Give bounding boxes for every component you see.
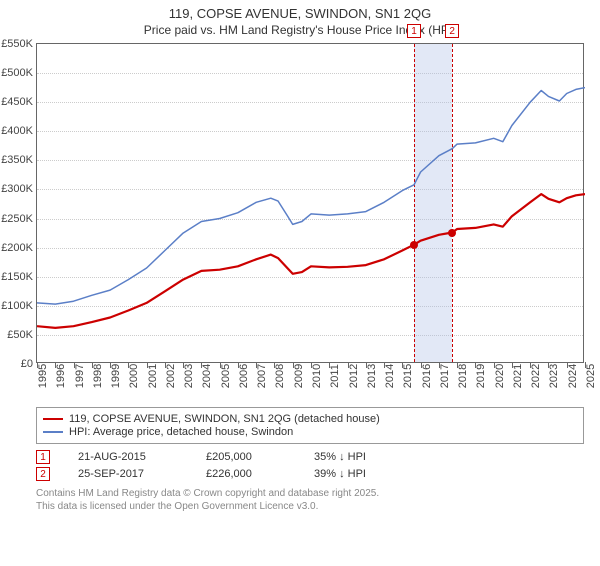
legend-row: 119, COPSE AVENUE, SWINDON, SN1 2QG (det… xyxy=(43,413,577,425)
footer-line2: This data is licensed under the Open Gov… xyxy=(36,500,600,513)
x-axis-label: 2015 xyxy=(402,364,414,388)
x-axis-label: 2003 xyxy=(183,364,195,388)
x-axis-label: 2008 xyxy=(274,364,286,388)
x-axis-label: 1995 xyxy=(37,364,49,388)
x-axis-label: 2018 xyxy=(457,364,469,388)
sale-vs-hpi: 35% ↓ HPI xyxy=(314,451,366,463)
sale-date: 21-AUG-2015 xyxy=(78,451,178,463)
x-axis-label: 2013 xyxy=(366,364,378,388)
x-axis-label: 2006 xyxy=(238,364,250,388)
chart-area: £0£50K£100K£150K£200K£250K£300K£350K£400… xyxy=(36,43,600,363)
legend-row: HPI: Average price, detached house, Swin… xyxy=(43,426,577,438)
sale-marker-number: 1 xyxy=(36,450,50,464)
x-axis-label: 2012 xyxy=(348,364,360,388)
x-axis-label: 2019 xyxy=(475,364,487,388)
x-axis-label: 2011 xyxy=(329,364,341,388)
x-axis-label: 2014 xyxy=(384,364,396,388)
x-axis-label: 2002 xyxy=(165,364,177,388)
y-axis-label: £150K xyxy=(1,271,33,283)
y-axis-label: £250K xyxy=(1,213,33,225)
plot-region: £0£50K£100K£150K£200K£250K£300K£350K£400… xyxy=(36,43,584,363)
y-axis-label: £100K xyxy=(1,300,33,312)
legend-label: 119, COPSE AVENUE, SWINDON, SN1 2QG (det… xyxy=(69,413,380,425)
x-axis-label: 2005 xyxy=(220,364,232,388)
x-axis-label: 2000 xyxy=(128,364,140,388)
legend-label: HPI: Average price, detached house, Swin… xyxy=(69,426,293,438)
legend-swatch xyxy=(43,418,63,420)
data-point xyxy=(410,241,418,249)
title-line2: Price paid vs. HM Land Registry's House … xyxy=(0,23,600,37)
y-axis-label: £550K xyxy=(1,38,33,50)
footer: Contains HM Land Registry data © Crown c… xyxy=(36,487,600,513)
title-line1: 119, COPSE AVENUE, SWINDON, SN1 2QG xyxy=(0,6,600,21)
x-axis-label: 1998 xyxy=(92,364,104,388)
x-axis-label: 1999 xyxy=(110,364,122,388)
x-axis-label: 2024 xyxy=(567,364,579,388)
x-axis-label: 2009 xyxy=(293,364,305,388)
x-axis-label: 2004 xyxy=(201,364,213,388)
footer-line1: Contains HM Land Registry data © Crown c… xyxy=(36,487,600,500)
y-axis-label: £200K xyxy=(1,242,33,254)
y-axis-label: £350K xyxy=(1,154,33,166)
series-line xyxy=(37,88,585,305)
sale-row: 1 21-AUG-2015 £205,000 35% ↓ HPI xyxy=(36,450,600,464)
sale-price: £205,000 xyxy=(206,451,286,463)
x-axis-label: 2010 xyxy=(311,364,323,388)
marker-label: 2 xyxy=(445,24,459,38)
x-axis-label: 2022 xyxy=(530,364,542,388)
legend-swatch xyxy=(43,431,63,433)
sale-marker-number: 2 xyxy=(36,467,50,481)
x-axis-label: 2007 xyxy=(256,364,268,388)
sale-date: 25-SEP-2017 xyxy=(78,468,178,480)
y-axis-label: £450K xyxy=(1,96,33,108)
x-axis-label: 2021 xyxy=(512,364,524,388)
x-axis-label: 2017 xyxy=(439,364,451,388)
y-axis-label: £50K xyxy=(7,329,33,341)
sale-price: £226,000 xyxy=(206,468,286,480)
series-svg xyxy=(37,44,585,364)
x-axis-label: 2025 xyxy=(585,364,597,388)
legend: 119, COPSE AVENUE, SWINDON, SN1 2QG (det… xyxy=(36,407,584,444)
sale-row: 2 25-SEP-2017 £226,000 39% ↓ HPI xyxy=(36,467,600,481)
data-point xyxy=(448,229,456,237)
y-axis-label: £300K xyxy=(1,183,33,195)
y-axis-label: £400K xyxy=(1,125,33,137)
x-axis-label: 2023 xyxy=(548,364,560,388)
y-axis-label: £0 xyxy=(21,358,33,370)
x-axis-label: 1997 xyxy=(74,364,86,388)
x-axis-label: 2020 xyxy=(494,364,506,388)
x-axis-label: 1996 xyxy=(55,364,67,388)
sales-table: 1 21-AUG-2015 £205,000 35% ↓ HPI 2 25-SEP-201… xyxy=(36,450,600,481)
marker-label: 1 xyxy=(407,24,421,38)
x-axis-label: 2016 xyxy=(421,364,433,388)
x-axis-label: 2001 xyxy=(147,364,159,388)
y-axis-label: £500K xyxy=(1,67,33,79)
sale-vs-hpi: 39% ↓ HPI xyxy=(314,468,366,480)
